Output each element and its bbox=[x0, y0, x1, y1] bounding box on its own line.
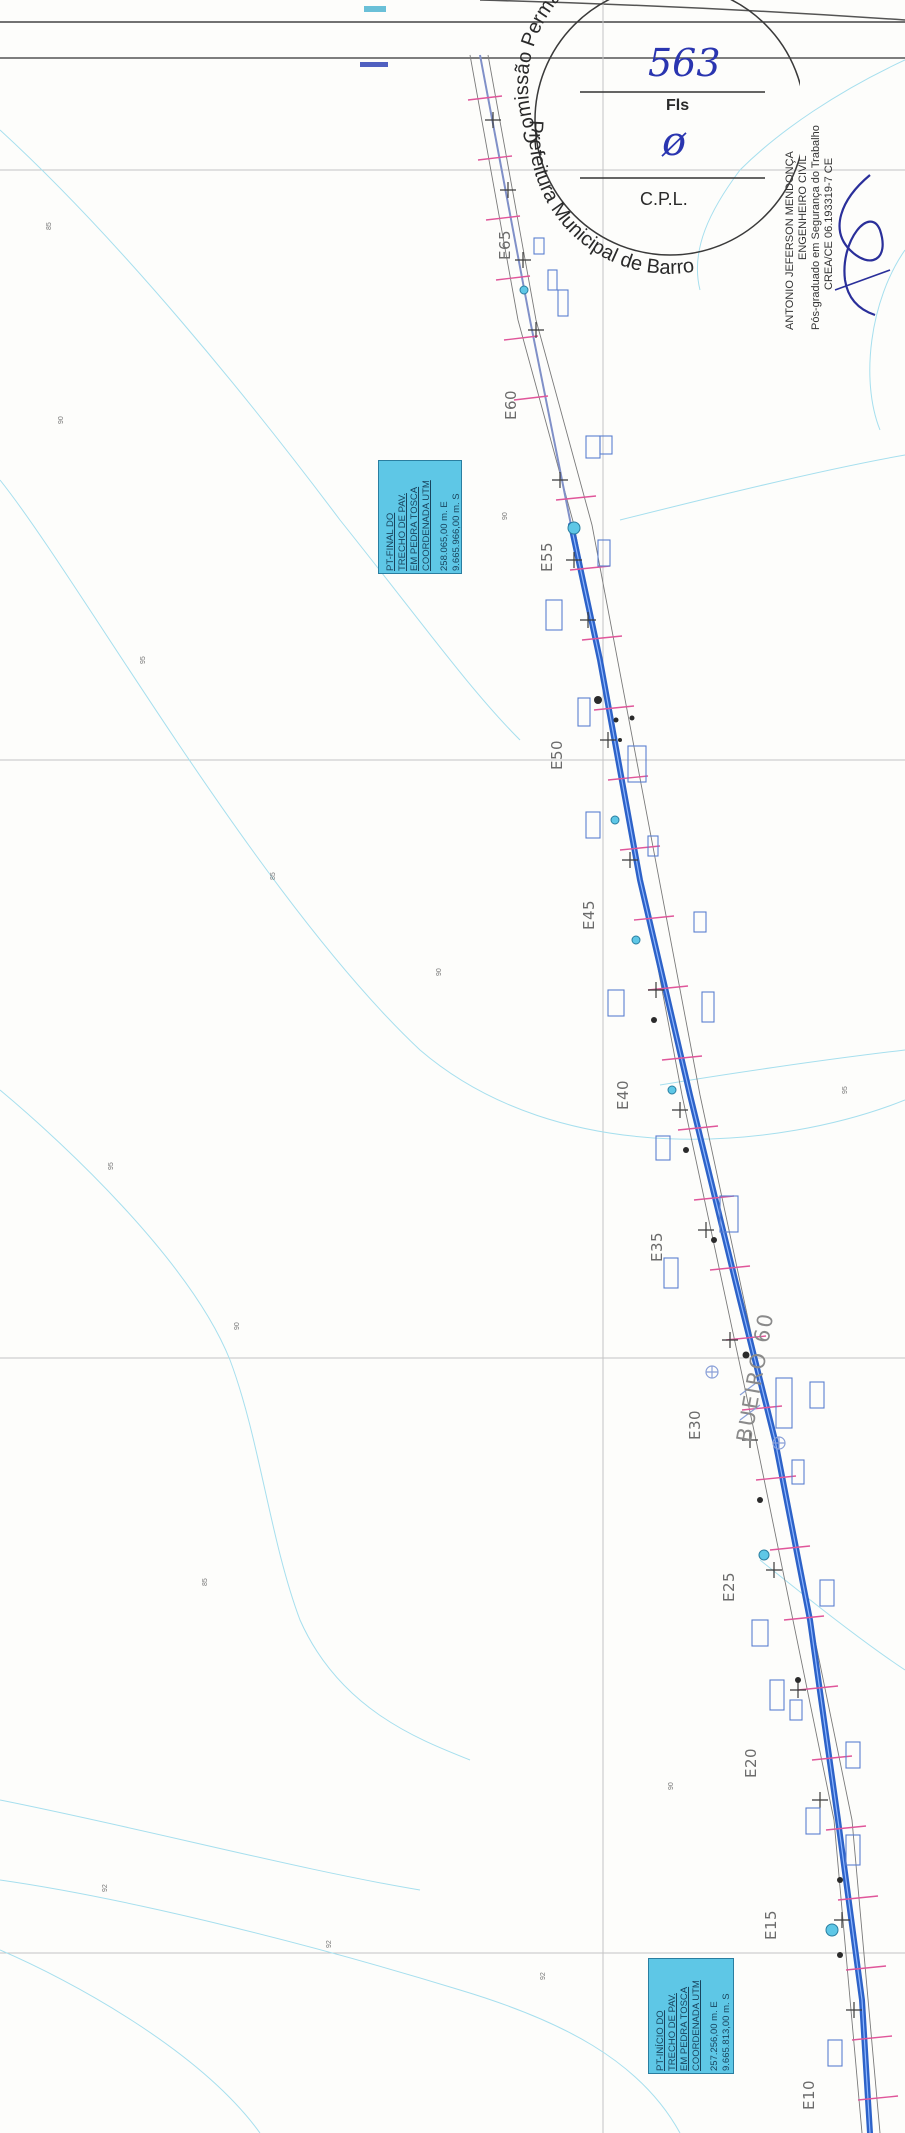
road-edges bbox=[469, 54, 881, 2133]
end-point-coord-e: 258.065,00 m. E bbox=[439, 501, 450, 571]
contour-lines bbox=[0, 59, 905, 2133]
end-point-line-1: PT-FINAL DO bbox=[385, 512, 396, 571]
end-point-line-2: TRECHO DE PAV. bbox=[397, 493, 408, 571]
protocol-stamp: Comissão Permanente de L Prefeitura Muni… bbox=[511, 0, 800, 279]
station-label-e50: E50 bbox=[548, 739, 566, 770]
building-outlines bbox=[533, 237, 861, 2067]
stamp-fls-label: Fls bbox=[666, 97, 689, 114]
contour-label: 90 bbox=[502, 512, 509, 520]
vertex-markers bbox=[519, 285, 839, 1937]
contour-label: 85 bbox=[46, 222, 53, 230]
contour-label: 90 bbox=[668, 1782, 675, 1790]
engineer-signature bbox=[834, 174, 891, 317]
start-point-line-4: COORDENADA UTM bbox=[691, 1980, 702, 2071]
contour-label: 92 bbox=[326, 1940, 333, 1948]
end-point-line-3: EM PEDRA TOSCA bbox=[409, 486, 420, 571]
end-point-label: PT-FINAL DO TRECHO DE PAV. EM PEDRA TOSC… bbox=[378, 460, 462, 574]
contour-label: 95 bbox=[108, 1162, 115, 1170]
end-point-coord-s: 9.665.966,00 m. S bbox=[451, 493, 462, 571]
contour-label: 92 bbox=[102, 1884, 109, 1892]
contour-label: 85 bbox=[270, 872, 277, 880]
start-point-coord-e: 257.256,00 m. E bbox=[709, 2001, 720, 2071]
stamp-ring bbox=[534, 0, 800, 256]
contour-label: 90 bbox=[234, 1322, 241, 1330]
station-label-e45: E45 bbox=[580, 899, 598, 930]
road-paved-section bbox=[568, 522, 873, 2133]
station-label-e30: E30 bbox=[686, 1409, 704, 1440]
station-label-e40: E40 bbox=[614, 1079, 632, 1110]
station-label-e20: E20 bbox=[742, 1747, 760, 1778]
survey-points bbox=[594, 696, 843, 1958]
start-point-line-3: EM PEDRA TOSCA bbox=[679, 1986, 690, 2071]
contour-label: 95 bbox=[842, 1086, 849, 1094]
bueiro-symbol bbox=[705, 1365, 786, 1450]
station-label-e25: E25 bbox=[720, 1571, 738, 1602]
road-centerline-upper bbox=[479, 54, 572, 526]
station-label-e60: E60 bbox=[502, 389, 520, 420]
contour-label: 90 bbox=[58, 416, 65, 424]
contour-label: 95 bbox=[140, 656, 147, 664]
start-point-label: PT-INÍCIO DO TRECHO DE PAV. EM PEDRA TOS… bbox=[648, 1958, 734, 2074]
road-paved-highlight bbox=[570, 524, 871, 2133]
stamp-cpl-label: C.P.L. bbox=[640, 189, 688, 209]
station-label-e35: E35 bbox=[648, 1231, 666, 1262]
station-label-e10: E10 bbox=[800, 2079, 818, 2110]
scan-mark-2 bbox=[360, 62, 388, 67]
start-point-line-1: PT-INÍCIO DO bbox=[655, 2010, 666, 2071]
contour-label: 92 bbox=[540, 1972, 547, 1980]
scan-mark-1 bbox=[364, 6, 386, 12]
pole-symbols bbox=[485, 112, 862, 2018]
start-point-line-2: TRECHO DE PAV. bbox=[667, 1993, 678, 2071]
sheet-border-curve bbox=[479, 0, 905, 21]
stamp-signature: ø bbox=[661, 119, 687, 165]
stamp-page-number: 563 bbox=[648, 41, 721, 85]
station-label-e55: E55 bbox=[538, 541, 556, 572]
start-point-coord-s: 9.665.813,00 m. S bbox=[721, 1993, 732, 2071]
end-point-line-4: COORDENADA UTM bbox=[421, 480, 432, 571]
station-label-e15: E15 bbox=[762, 1909, 780, 1940]
station-stakes bbox=[467, 95, 899, 2101]
contour-label: 90 bbox=[436, 968, 443, 976]
contour-label: 85 bbox=[202, 1578, 209, 1586]
